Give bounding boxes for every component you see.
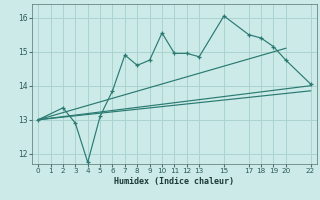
X-axis label: Humidex (Indice chaleur): Humidex (Indice chaleur) — [115, 177, 234, 186]
